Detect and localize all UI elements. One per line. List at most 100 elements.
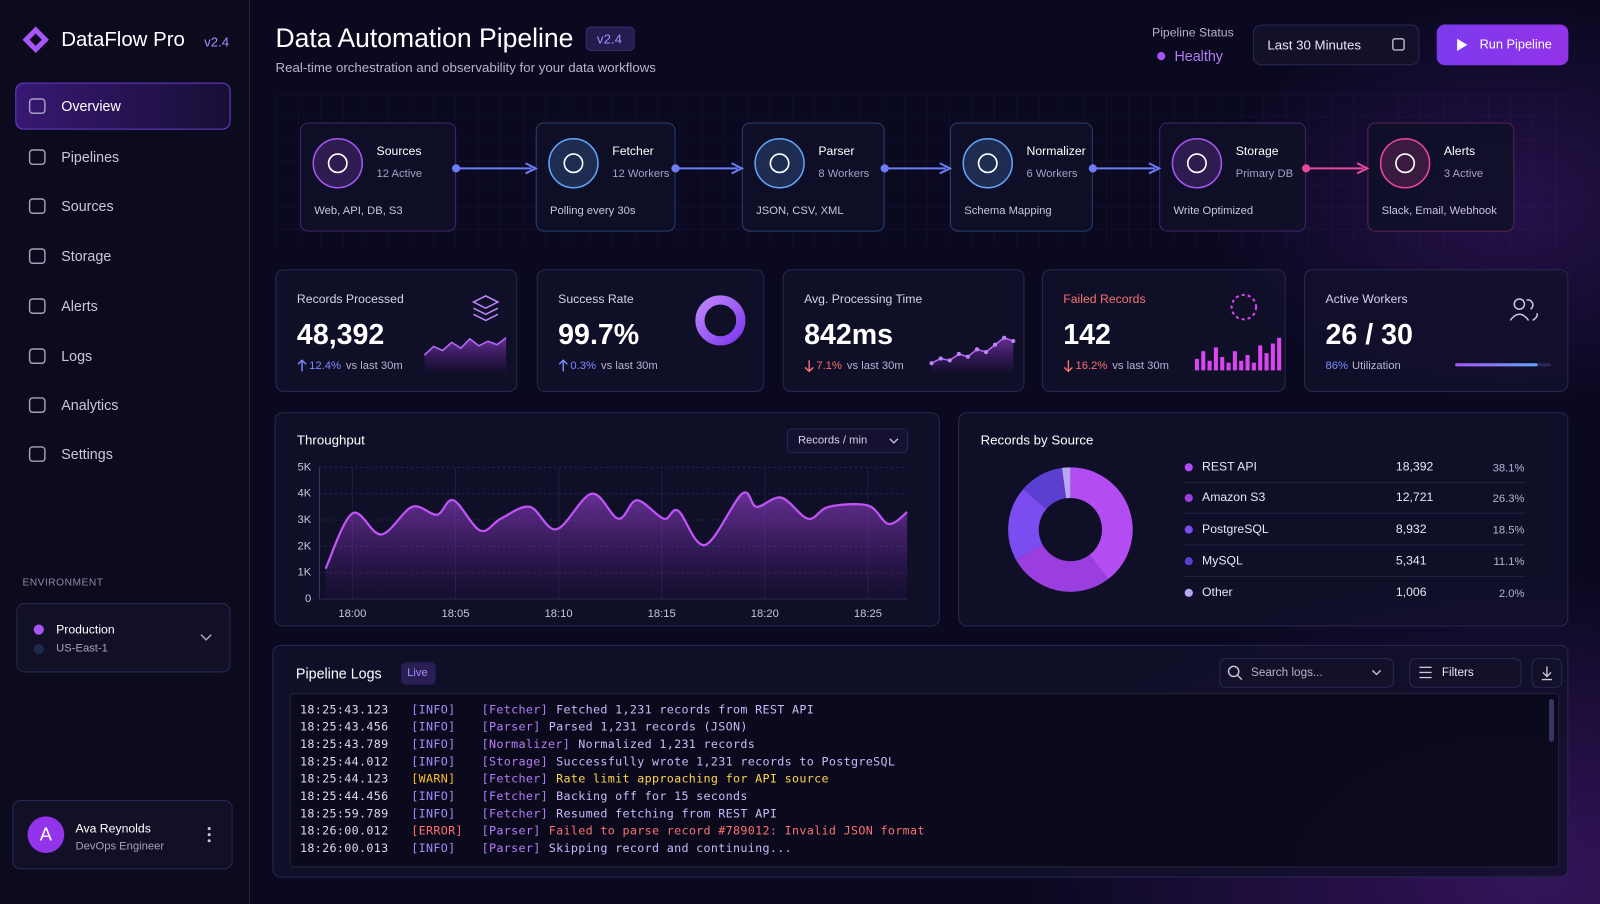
spark-bar [1251, 362, 1256, 371]
delta-arrow [1063, 360, 1073, 373]
env-name: Production [56, 622, 115, 637]
kpi-label: Success Rate [558, 291, 634, 307]
page-subtitle: Real-time orchestration and observabilit… [275, 59, 656, 75]
legend-label: PostgreSQL [1202, 522, 1269, 536]
node-icon [754, 138, 805, 189]
donut-segment [1015, 544, 1109, 592]
nav-active[interactable] [15, 82, 231, 130]
env-box[interactable] [16, 603, 231, 673]
search-icon [1227, 665, 1240, 678]
node-detail: 8 Workers [818, 167, 870, 181]
nav-icon [28, 298, 46, 314]
kpi-compare: Utilization [1352, 359, 1401, 372]
log-message: Parsed 1,231 records (JSON) [548, 719, 748, 734]
nav-item[interactable]: Storage [61, 247, 112, 265]
node-detail: Primary DB [1235, 167, 1294, 181]
node-icon-inner [1395, 153, 1416, 174]
spark-dot [929, 361, 934, 366]
nav-icon [28, 248, 46, 264]
nav-item[interactable]: Logs [61, 347, 93, 365]
spark-dot [993, 342, 998, 347]
time-range[interactable] [1253, 24, 1420, 66]
nav-item[interactable]: Analytics [61, 396, 119, 414]
nav-item[interactable]: Sources [61, 197, 114, 215]
x-tick-label: 18:25 [854, 608, 882, 620]
spark-bar [1245, 355, 1250, 371]
unit-select[interactable] [786, 428, 909, 454]
pipeline-node [299, 122, 457, 232]
connector-dot [1088, 164, 1097, 173]
search-box[interactable] [1219, 658, 1394, 688]
log-message: Resumed fetching from REST API [556, 806, 778, 821]
logs-title: Pipeline Logs [295, 665, 382, 682]
sparkline [423, 337, 507, 356]
legend-value: 12,721 [1396, 490, 1434, 504]
kpi-util: 86% [1325, 359, 1348, 372]
donut-segment [1023, 467, 1067, 510]
log-time: 18:25:43.456 [299, 719, 389, 734]
filters-text: Filters [1441, 666, 1474, 679]
kpi-value: 99.7% [558, 318, 640, 350]
spark-dot [974, 347, 980, 352]
chart-title: Throughput [296, 432, 365, 448]
success-ring [695, 295, 746, 346]
kpi-value: 842ms [804, 318, 894, 350]
legend-label: MySQL [1202, 553, 1243, 567]
spark-bar [1270, 343, 1275, 371]
log-time: 18:26:00.013 [299, 840, 389, 856]
nav-item[interactable]: Alerts [61, 297, 98, 315]
log-time: 18:25:44.123 [299, 771, 389, 786]
live-badge [401, 662, 436, 685]
node-icon-inner [563, 153, 584, 174]
brand-name: DataFlow Pro [61, 28, 185, 52]
kpi-delta: 16.2% [1075, 359, 1108, 372]
spark-bar [1264, 353, 1269, 371]
node-desc: Schema Mapping [964, 204, 1052, 217]
log-time: 18:25:44.456 [299, 788, 389, 804]
legend-dot [1184, 588, 1193, 597]
legend-value: 5,341 [1396, 553, 1427, 567]
time-range-text: Last 30 Minutes [1267, 37, 1361, 53]
sparkline-area [931, 337, 1014, 373]
log-message: Rate limit approaching for API source [556, 771, 829, 786]
log-message: Normalized 1,231 records [578, 736, 756, 752]
nav-item[interactable]: Settings [61, 445, 113, 463]
kpi-delta: 0.3% [570, 359, 596, 372]
node-icon [962, 138, 1014, 189]
kpi-compare: vs last 30m [846, 359, 904, 372]
nav-icon [28, 198, 46, 214]
download-button[interactable] [1531, 658, 1563, 688]
connector-dot [1302, 164, 1311, 173]
menu-dot [207, 833, 211, 837]
spark-bar [1207, 360, 1212, 371]
spark-dot [938, 356, 943, 361]
kpi-card [536, 269, 765, 392]
page-title: Data Automation Pipeline [275, 22, 574, 54]
env-dot [33, 643, 44, 655]
pipeline-node [535, 122, 676, 232]
log-line: 18:25:44.456 [INFO] [Fetcher] Backing off f… [300, 789, 748, 803]
nav-icon [28, 149, 46, 165]
legend-dot [1184, 557, 1193, 566]
log-line: 18:25:44.123 [WARN] [Fetcher] Rate limit ap… [300, 771, 829, 785]
kpi-label: Failed Records [1063, 291, 1146, 307]
spark-bar [1232, 351, 1237, 371]
avatar [27, 816, 65, 854]
legend-label: Other [1202, 585, 1233, 599]
y-tick-label: 0 [305, 593, 311, 605]
nav-item[interactable]: Pipelines [61, 148, 120, 166]
node-name: Fetcher [612, 143, 654, 159]
spark-dot [1002, 335, 1007, 340]
pipeline-node [1159, 122, 1307, 232]
spark-bar [1239, 360, 1244, 371]
y-tick-label: 2K [297, 540, 311, 552]
nav-item[interactable]: Overview [61, 97, 121, 115]
kpi-value: 142 [1063, 318, 1111, 350]
spark-bar [1258, 345, 1263, 371]
node-detail: 6 Workers [1026, 167, 1078, 181]
log-time: 18:26:00.012 [299, 823, 389, 838]
log-line: 18:26:00.013 [INFO] [Parser] Skipping recor… [300, 841, 792, 855]
log-area [289, 692, 1560, 868]
